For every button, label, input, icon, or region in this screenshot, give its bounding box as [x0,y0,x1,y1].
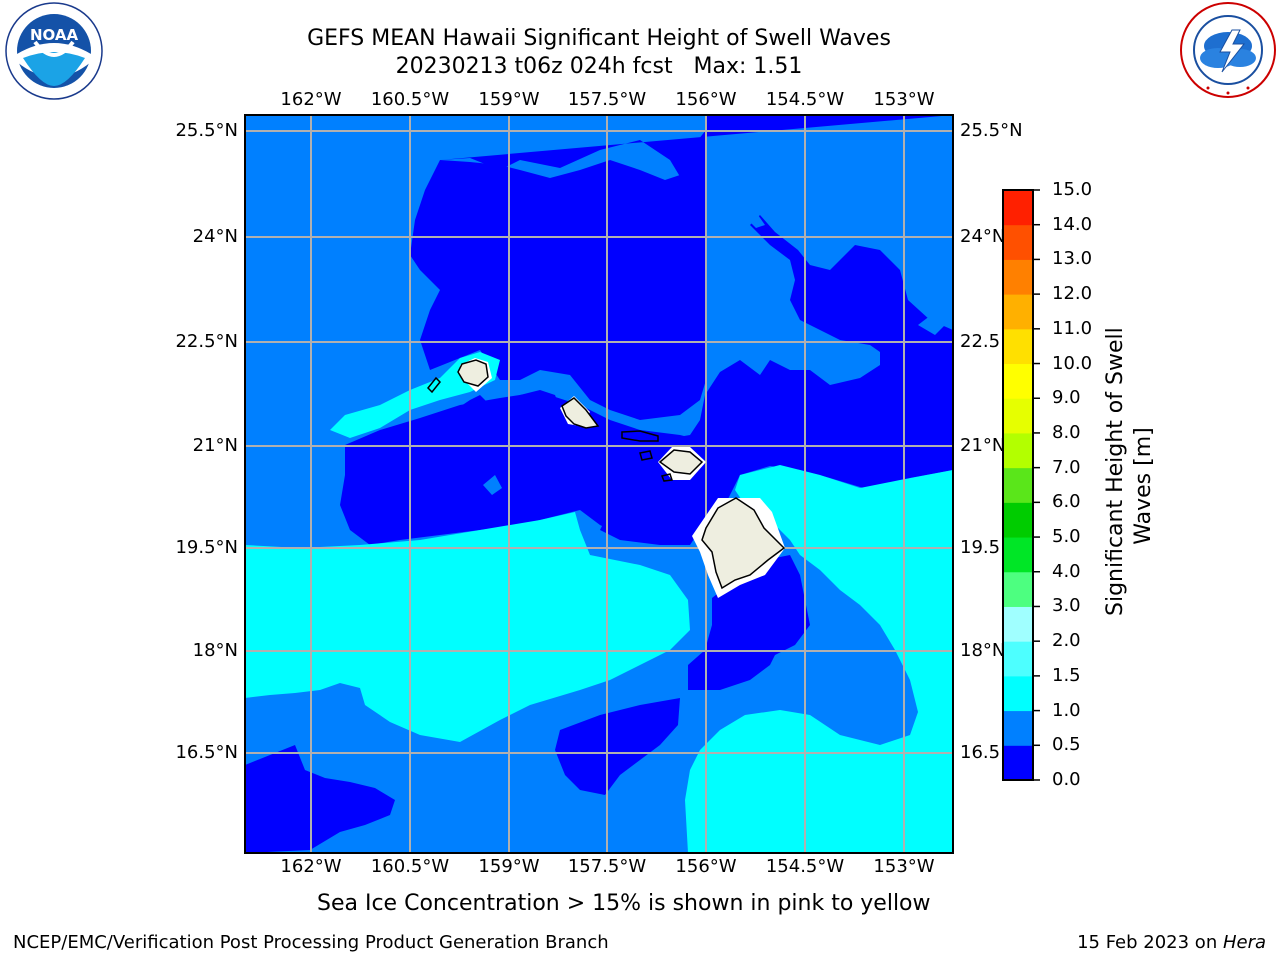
colorbar-segment [1003,641,1033,677]
lat-tick-right-1: 25.5°N [960,120,1023,141]
lon-tick-top-4: 157.5°W [567,89,647,110]
noaa-logo-text: NOAA [30,26,79,44]
island-kauai [457,359,489,387]
colorbar-tick-label: 7.0 [1052,456,1081,478]
colorbar-frame [1002,189,1034,781]
colorbar-segment [1003,190,1033,226]
colorbar-tick-label: 0.0 [1052,769,1081,790]
swell-region-high-southwest [245,512,690,742]
lon-tick-top-3: 159°W [478,89,540,110]
colorbar-tick-label: 1.0 [1052,699,1081,721]
nws-logo-icon [1178,0,1278,100]
colorbar-tick-label: 14.0 [1052,213,1093,235]
swell-region-low-south [688,555,810,690]
colorbar-tick-label: 3.0 [1052,595,1081,617]
colorbar-segment [1003,294,1033,330]
colorbar-segment [1003,432,1033,469]
colorbar-tick-label: 5.0 [1052,526,1081,548]
lat-tick-left-4: 21°N [192,435,238,456]
colorbar-tick-label: 15.0 [1052,179,1093,200]
island-niihau [426,376,442,394]
island-lanai [639,450,653,461]
swell-region-high-southeast [685,465,953,853]
lon-tick-bottom-3: 159°W [478,856,540,877]
lat-tick-left-2: 24°N [192,226,238,247]
swell-region-low-main [410,130,706,420]
colorbar-tick-label: 1.5 [1052,664,1081,686]
colorbar-segment [1003,710,1033,746]
colorbar-segment [1003,502,1033,538]
colorbar-segment [1003,675,1033,712]
colorbar-segment [1003,328,1033,365]
footer-branch: NCEP/EMC/Verification Post Processing Pr… [13,932,609,953]
colorbar-tick-label: 8.0 [1052,421,1081,443]
lat-tick-right-2: 24°N [960,226,1006,247]
colorbar-tick-label: 4.0 [1052,560,1081,582]
colorbar-segment [1003,467,1033,503]
colorbar-segment [1003,606,1033,642]
colorbar-label: Significant Height of Swell Waves [m] [1103,327,1156,616]
lon-tick-bottom-5: 156°W [675,856,737,877]
map-title-line2: 20230213 t06z 024h fcst Max: 1.51 [395,54,803,79]
island-kahoolawe [660,473,674,482]
lon-tick-top-5: 156°W [675,89,737,110]
colorbar [1002,189,1040,781]
colorbar-tick-label: 2.0 [1052,630,1081,652]
lat-tick-left-3: 22.5°N [175,331,238,352]
lat-tick-right-7: 16.5 [960,742,1001,763]
colorbar-tick-label: 11.0 [1052,317,1093,339]
island-maui [658,449,704,475]
swell-region-high-kauai [330,352,500,438]
lon-tick-top-6: 154.5°W [765,89,845,110]
swell-region-low-lobe [555,698,680,795]
map-grid [245,115,953,853]
lon-tick-bottom-1: 162°W [280,856,342,877]
lat-tick-right-4: 21°N [960,435,1006,456]
footer-machine: Hera [1222,932,1266,953]
lon-tick-bottom-4: 157.5°W [567,856,647,877]
lat-tick-right-6: 18°N [960,640,1006,661]
lon-tick-bottom-2: 160.5°W [370,856,450,877]
footer-date-text: 15 Feb 2023 on [1077,932,1223,953]
colorbar-tick-label: 0.5 [1052,734,1081,756]
lon-tick-bottom-6: 154.5°W [765,856,845,877]
swell-patch-1 [918,312,945,335]
colorbar-tick-label: 6.0 [1052,491,1081,513]
colorbar-segment [1003,745,1033,781]
lon-tick-top-7: 153°W [873,89,935,110]
colorbar-tick-label: 13.0 [1052,248,1093,270]
colorbar-segment [1003,224,1033,260]
lat-tick-left-6: 18°N [192,640,238,661]
swell-patch-3 [483,475,502,495]
lon-tick-top-2: 160.5°W [370,89,450,110]
noaa-logo-icon: NOAA [5,2,103,100]
lat-tick-right-3: 22.5 [960,331,1001,352]
lat-tick-right-5: 19.5 [960,537,1001,558]
lon-tick-bottom-7: 153°W [873,856,935,877]
colorbar-segment [1003,571,1033,607]
island-molokai [621,430,659,442]
lat-tick-left-7: 16.5°N [175,742,238,763]
colorbar-segment [1003,398,1033,434]
map-frame [244,114,954,854]
colorbar-tick-label: 9.0 [1052,387,1081,409]
colorbar-segment [1003,363,1033,399]
colorbar-tick-label: 12.0 [1052,283,1093,305]
footer-date: 15 Feb 2023 on Hera [1077,932,1266,953]
swell-region-low-islands [340,392,720,545]
colorbar-segment [1003,537,1033,573]
lon-tick-top-1: 162°W [280,89,342,110]
map-title-line1: GEFS MEAN Hawaii Significant Height of S… [307,26,891,51]
sea-ice-note: Sea Ice Concentration > 15% is shown in … [317,891,931,916]
swell-region-low-southwest [245,745,395,853]
lat-tick-left-1: 25.5°N [175,120,238,141]
island-hawaii [701,497,786,590]
colorbar-tick-label: 10.0 [1052,352,1093,374]
swell-patch-2 [750,215,765,228]
colorbar-segment [1003,259,1033,295]
lat-tick-left-5: 19.5°N [175,537,238,558]
island-oahu [561,397,600,429]
